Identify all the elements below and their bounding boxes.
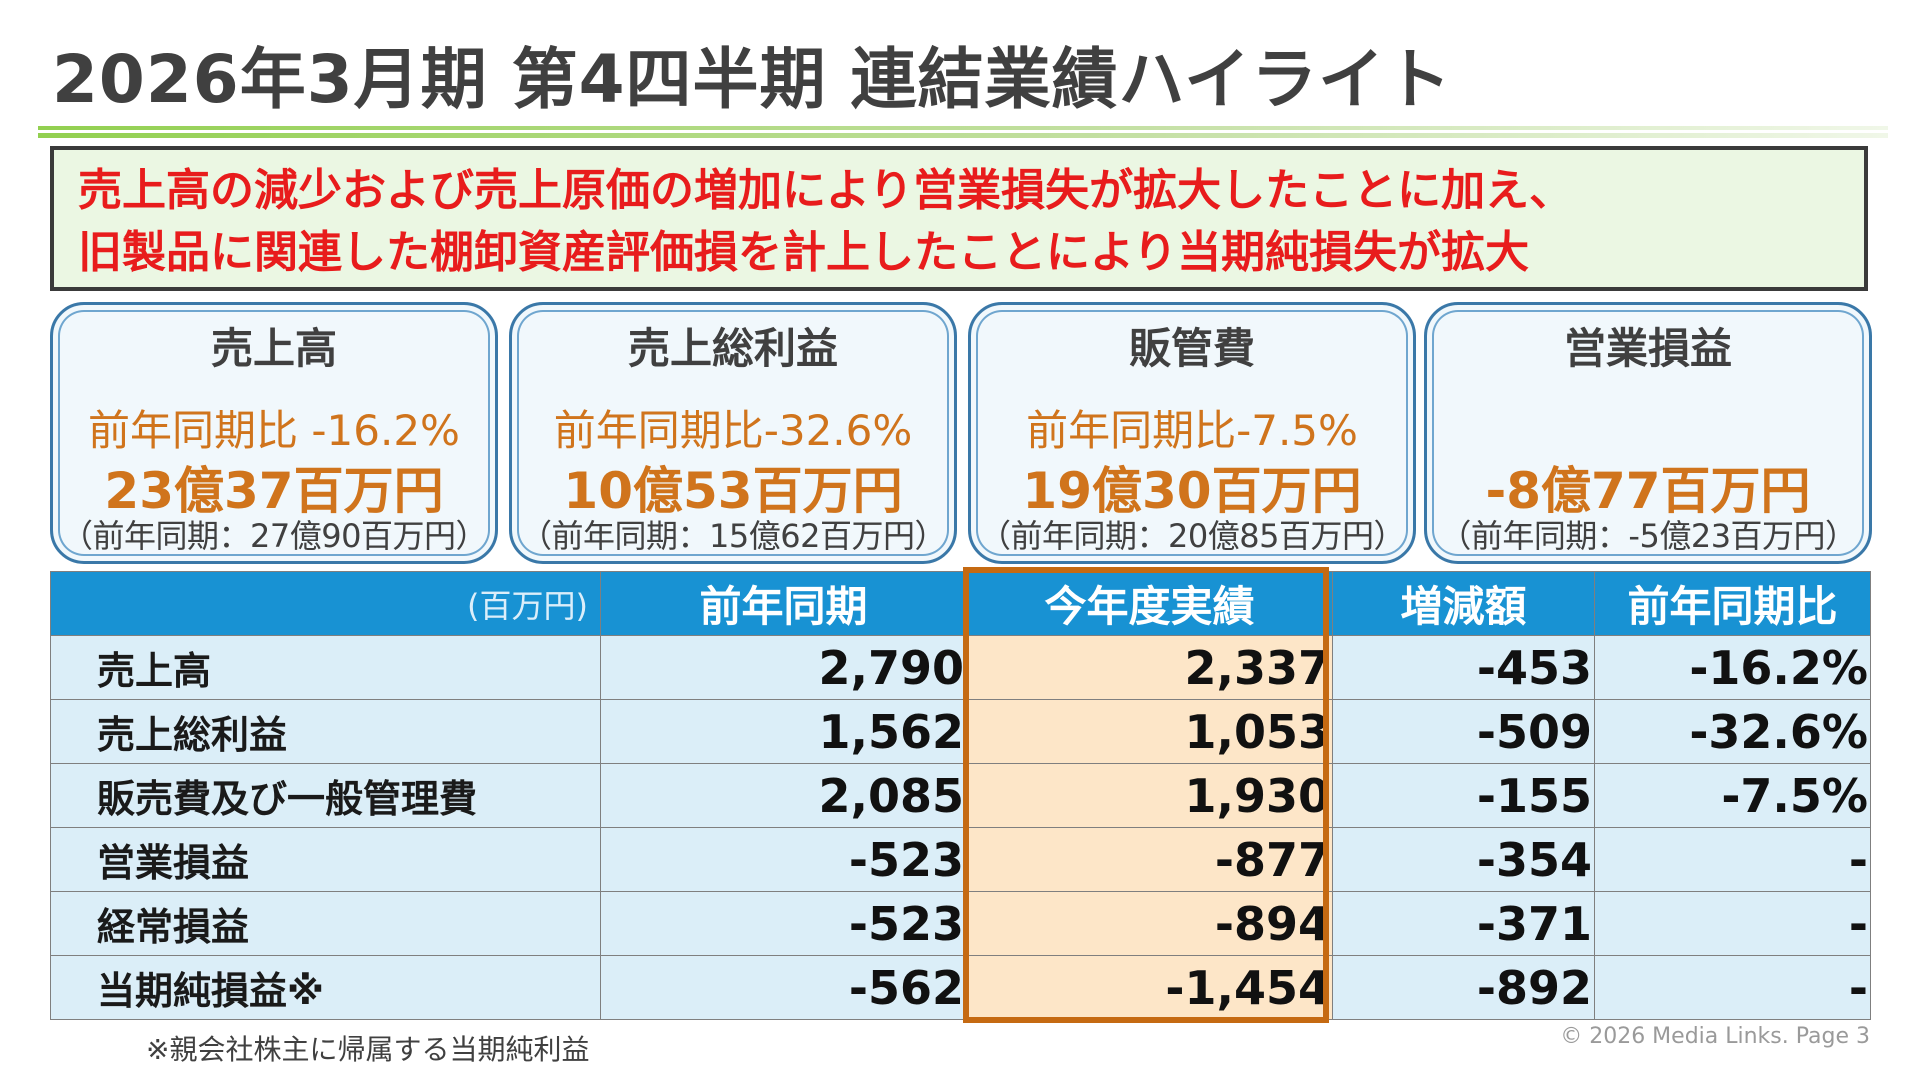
table-unit-label: (百万円) <box>50 571 601 636</box>
kpi-yoy-ratio: 前年同期比-7.5% <box>1026 406 1358 455</box>
title-underline <box>38 126 1888 138</box>
copyright-page-number: © 2026 Media Links. Page 3 <box>1560 1024 1870 1049</box>
cell-yoy-ratio: - <box>1594 891 1871 956</box>
cell-change: -354 <box>1332 827 1595 892</box>
kpi-value: 23億37百万円 <box>104 462 444 520</box>
cell-yoy-ratio: -32.6% <box>1594 699 1871 764</box>
kpi-prior-year: （前年同期：-5億23百万円） <box>1439 517 1857 555</box>
kpi-title: 売上総利益 <box>627 324 838 373</box>
kpi-prior-year: （前年同期：20億85百万円） <box>979 517 1405 555</box>
page-title: 2026年3月期 第4四半期 連結業績ハイライト <box>52 41 1453 118</box>
kpi-title: 売上高 <box>210 324 337 373</box>
results-table: (百万円) 前年同期 今年度実績 増減額 前年同期比 売上高 2,790 2,3… <box>50 571 1871 1020</box>
kpi-title: 販管費 <box>1128 324 1255 373</box>
cell-yoy-ratio: -16.2% <box>1594 635 1871 700</box>
kpi-title: 営業損益 <box>1563 324 1732 373</box>
summary-box: 売上高の減少および売上原価の増加により営業損失が拡大したことに加え、 旧製品に関… <box>50 146 1868 291</box>
cell-change: -371 <box>1332 891 1595 956</box>
column-header-change: 増減額 <box>1332 571 1595 636</box>
summary-line-1: 売上高の減少および売上原価の増加により営業損失が拡大したことに加え、 <box>78 165 1574 216</box>
cell-current-year: -894 <box>966 891 1333 956</box>
row-label: 経常損益 <box>50 891 601 956</box>
cell-change: -453 <box>1332 635 1595 700</box>
kpi-card-operating-income: 営業損益 -8億77百万円 （前年同期：-5億23百万円） <box>1424 302 1872 564</box>
kpi-card-gross-profit: 売上総利益 前年同期比-32.6% 10億53百万円 （前年同期：15億62百万… <box>509 302 957 564</box>
cell-prior-year: -523 <box>600 827 967 892</box>
column-header-current-year: 今年度実績 <box>966 571 1333 636</box>
column-header-yoy-ratio: 前年同期比 <box>1594 571 1871 636</box>
summary-line-2: 旧製品に関連した棚卸資産評価損を計上したことにより当期純損失が拡大 <box>78 227 1530 278</box>
table-row: 販売費及び一般管理費 2,085 1,930 -155 -7.5% <box>50 763 1871 828</box>
cell-prior-year: 2,085 <box>600 763 967 828</box>
cell-current-year: 1,053 <box>966 699 1333 764</box>
table-row: 営業損益 -523 -877 -354 - <box>50 827 1871 892</box>
kpi-prior-year: （前年同期：15億62百万円） <box>520 517 946 555</box>
cell-prior-year: -562 <box>600 955 967 1020</box>
table-row: 売上総利益 1,562 1,053 -509 -32.6% <box>50 699 1871 764</box>
footnote: ※親会社株主に帰属する当期純利益 <box>146 1033 590 1066</box>
row-label: 販売費及び一般管理費 <box>50 763 601 828</box>
row-label: 売上総利益 <box>50 699 601 764</box>
kpi-value: 19億30百万円 <box>1022 462 1362 520</box>
cell-prior-year: -523 <box>600 891 967 956</box>
cell-prior-year: 2,790 <box>600 635 967 700</box>
kpi-card-sales: 売上高 前年同期比 -16.2% 23億37百万円 （前年同期：27億90百万円… <box>50 302 498 564</box>
table-row: 経常損益 -523 -894 -371 - <box>50 891 1871 956</box>
cell-yoy-ratio: -7.5% <box>1594 763 1871 828</box>
cell-current-year: 2,337 <box>966 635 1333 700</box>
cell-current-year: 1,930 <box>966 763 1333 828</box>
cell-prior-year: 1,562 <box>600 699 967 764</box>
row-label: 営業損益 <box>50 827 601 892</box>
kpi-prior-year: （前年同期：27億90百万円） <box>61 517 487 555</box>
cell-current-year: -877 <box>966 827 1333 892</box>
column-header-prior-year: 前年同期 <box>600 571 967 636</box>
table-row: 当期純損益※ -562 -1,454 -892 - <box>50 955 1871 1020</box>
row-label: 売上高 <box>50 635 601 700</box>
cell-yoy-ratio: - <box>1594 955 1871 1020</box>
kpi-value: -8億77百万円 <box>1485 462 1811 520</box>
kpi-yoy-ratio: 前年同期比-32.6% <box>553 406 913 455</box>
cell-current-year: -1,454 <box>966 955 1333 1020</box>
cell-change: -155 <box>1332 763 1595 828</box>
row-label: 当期純損益※ <box>50 955 601 1020</box>
kpi-yoy-ratio: 前年同期比 -16.2% <box>88 406 460 455</box>
kpi-value: 10億53百万円 <box>563 462 903 520</box>
cell-change: -509 <box>1332 699 1595 764</box>
cell-change: -892 <box>1332 955 1595 1020</box>
table-header-row: (百万円) 前年同期 今年度実績 増減額 前年同期比 <box>50 571 1871 636</box>
kpi-card-sga: 販管費 前年同期比-7.5% 19億30百万円 （前年同期：20億85百万円） <box>968 302 1416 564</box>
table-row: 売上高 2,790 2,337 -453 -16.2% <box>50 635 1871 700</box>
cell-yoy-ratio: - <box>1594 827 1871 892</box>
